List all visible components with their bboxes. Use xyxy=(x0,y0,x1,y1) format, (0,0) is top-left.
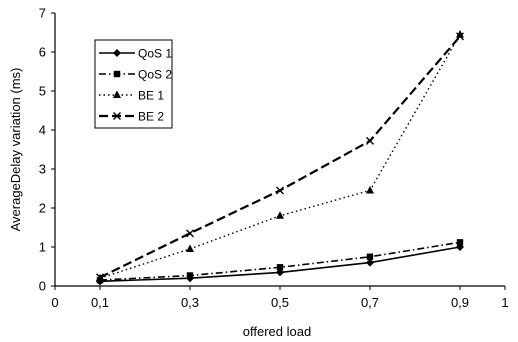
legend-label: QoS 2 xyxy=(138,68,172,82)
legend-item: QoS 2 xyxy=(99,68,172,82)
legend-marker xyxy=(113,70,121,78)
series-4 xyxy=(96,32,464,282)
data-point xyxy=(456,29,464,38)
legend-label: QoS 1 xyxy=(138,47,172,61)
data-point xyxy=(366,253,374,260)
data-point xyxy=(456,239,464,246)
x-axis-ticks: 0 0,1 0,3 0,5 0,7 0,9 1 xyxy=(51,286,509,310)
data-point xyxy=(186,244,194,252)
x-tick-label: 0,5 xyxy=(271,295,289,310)
x-tick-label: 0,7 xyxy=(361,295,379,310)
data-point xyxy=(276,211,284,219)
series-layer xyxy=(96,29,464,286)
legend-item: BE 1 xyxy=(99,89,164,103)
y-axis-ticks: 0 1 2 3 4 5 6 7 xyxy=(39,6,55,294)
x-axis-title: offered load xyxy=(243,324,311,339)
data-point xyxy=(366,136,374,145)
x-tick-label: 1 xyxy=(501,295,508,310)
legend-marker xyxy=(113,112,121,120)
y-tick-label: 5 xyxy=(39,84,46,99)
x-tick-label: 0 xyxy=(51,295,58,310)
data-point xyxy=(366,258,374,267)
legend-item: BE 2 xyxy=(99,110,164,124)
y-tick-label: 1 xyxy=(39,240,46,255)
data-point xyxy=(456,32,464,41)
y-tick-label: 2 xyxy=(39,201,46,216)
data-point xyxy=(276,264,284,271)
y-tick-label: 6 xyxy=(39,45,46,60)
y-tick-label: 0 xyxy=(39,279,46,294)
data-point xyxy=(276,186,284,195)
legend-box xyxy=(94,39,173,129)
y-tick-label: 7 xyxy=(39,6,46,21)
data-point xyxy=(186,272,194,279)
legend-label: BE 1 xyxy=(138,89,164,103)
series-line xyxy=(99,34,461,279)
data-point xyxy=(96,273,104,282)
legend-marker xyxy=(113,49,121,57)
y-tick-label: 3 xyxy=(39,162,46,177)
legend-item: QoS 1 xyxy=(99,47,172,61)
data-point xyxy=(186,229,194,238)
x-tick-label: 0,1 xyxy=(91,295,109,310)
y-axis-title: AverageDelay variation (ms) xyxy=(8,68,23,232)
y-tick-label: 4 xyxy=(39,123,46,138)
legend: QoS 1 QoS 2 BE 1 BE 2 xyxy=(94,39,173,129)
data-point xyxy=(366,185,374,194)
legend-marker xyxy=(113,90,121,98)
x-tick-label: 0,9 xyxy=(451,295,469,310)
legend-label: BE 2 xyxy=(138,110,164,124)
x-tick-label: 0,3 xyxy=(181,295,199,310)
